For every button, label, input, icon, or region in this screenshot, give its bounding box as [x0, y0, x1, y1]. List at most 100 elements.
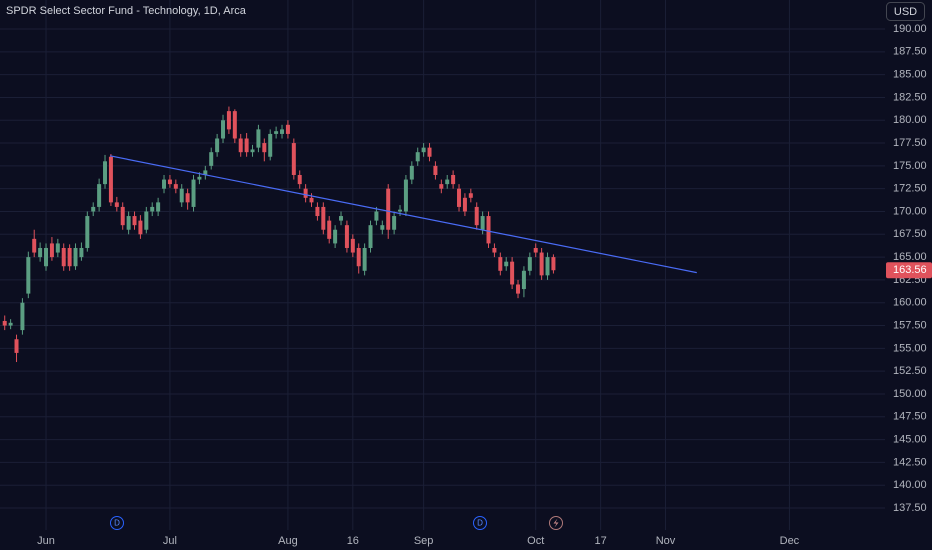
candle-body — [539, 252, 544, 276]
dividend-event-label[interactable]: D — [114, 519, 120, 528]
y-tick-label: 147.50 — [893, 411, 927, 423]
y-tick-label: 180.00 — [893, 114, 927, 126]
candle-body — [8, 322, 13, 326]
candle-body — [486, 216, 491, 244]
candle-body — [108, 156, 113, 203]
y-tick-label: 190.00 — [893, 23, 927, 35]
candle-body — [215, 138, 220, 153]
candle-body — [38, 247, 43, 258]
candle-body — [238, 138, 243, 153]
candle-body — [185, 193, 190, 203]
candle-body — [226, 111, 231, 130]
y-tick-label: 157.50 — [893, 319, 927, 331]
candle-body — [32, 238, 37, 253]
currency-button[interactable] — [886, 2, 925, 21]
candle-body — [274, 131, 279, 134]
trend-line — [109, 155, 697, 274]
candle-body — [303, 188, 308, 198]
candles — [2, 106, 697, 363]
candle-body — [309, 197, 314, 203]
candle-body — [285, 124, 290, 134]
candle-body — [533, 247, 538, 253]
candle-body — [392, 216, 397, 230]
y-tick-label: 175.00 — [893, 160, 927, 172]
candle-body — [280, 129, 285, 134]
candle-body — [44, 247, 49, 267]
candle-body — [545, 257, 550, 276]
chart-title: SPDR Select Sector Fund - Technology, 1D… — [6, 5, 247, 17]
candle-body — [209, 152, 214, 166]
y-tick-label: 140.00 — [893, 479, 927, 491]
candle-body — [398, 209, 403, 212]
y-tick-label: 172.50 — [893, 183, 927, 195]
candle-body — [510, 261, 515, 285]
x-tick-label: Aug — [278, 535, 298, 547]
candle-body — [415, 152, 420, 162]
candle-body — [439, 184, 444, 189]
candle-body — [268, 133, 273, 157]
candle-body — [451, 174, 456, 185]
dividend-event[interactable] — [473, 516, 487, 530]
candle-body — [232, 111, 237, 139]
x-tick-label: Jul — [163, 535, 177, 547]
candle-body — [126, 216, 131, 230]
candle-body — [144, 211, 149, 230]
candle-body — [457, 188, 462, 207]
candle-body — [73, 247, 78, 267]
currency-label[interactable]: USD — [894, 6, 917, 18]
candle-body — [85, 216, 90, 248]
x-tick-label: Nov — [656, 535, 676, 547]
candle-body — [504, 261, 509, 267]
candle-body — [20, 302, 25, 331]
y-tick-label: 150.00 — [893, 388, 927, 400]
candle-body — [291, 143, 296, 175]
candle-body — [356, 247, 361, 267]
candle-body — [91, 206, 96, 212]
candle-body — [492, 247, 497, 253]
x-tick-label: 16 — [347, 535, 359, 547]
dividend-event-label[interactable]: D — [477, 519, 483, 528]
y-tick-label: 167.50 — [893, 228, 927, 240]
candle-body — [362, 247, 367, 271]
candle-body — [374, 211, 379, 221]
candle-body — [14, 339, 19, 353]
candle-body — [179, 188, 184, 203]
candle-body — [350, 238, 355, 253]
y-tick-label: 137.50 — [893, 502, 927, 514]
candle-body — [49, 243, 54, 258]
x-tick-label: Sep — [414, 535, 434, 547]
price-label-box — [886, 262, 932, 279]
y-tick-label: 152.50 — [893, 365, 927, 377]
candle-body — [244, 138, 249, 153]
dividend-event[interactable] — [110, 516, 124, 530]
candle-body — [26, 257, 31, 294]
candle-body — [474, 206, 479, 226]
candle-body — [421, 147, 426, 153]
candle-body — [162, 179, 167, 189]
candle-body — [527, 257, 532, 271]
grid — [0, 0, 885, 530]
candle-body — [250, 149, 255, 153]
candle-body — [409, 165, 414, 180]
candle-body — [315, 206, 320, 217]
candle-body — [321, 206, 326, 230]
candle-body — [468, 193, 473, 198]
candle-body — [173, 184, 178, 189]
x-tick-label: Oct — [527, 535, 544, 547]
candle-body — [333, 229, 338, 244]
candle-body — [103, 161, 108, 185]
candle-body — [433, 165, 438, 175]
y-tick-label: 142.50 — [893, 456, 927, 468]
candle-body — [297, 174, 302, 185]
y-tick-label: 145.00 — [893, 433, 927, 445]
candle-body — [138, 220, 143, 235]
candle-body — [521, 270, 526, 290]
candle-body — [262, 143, 267, 153]
candle-body — [132, 216, 137, 226]
candle-body — [120, 206, 125, 226]
candle-body — [445, 179, 450, 185]
candle-body — [403, 179, 408, 212]
price-label: 163.56 — [893, 264, 927, 276]
